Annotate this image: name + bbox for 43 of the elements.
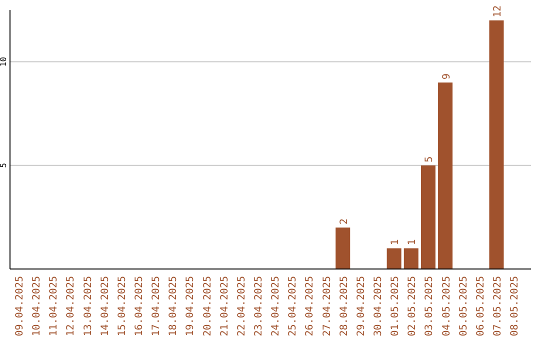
x-tick-label: 06.05.2025 xyxy=(475,276,486,336)
x-tick-label: 29.04.2025 xyxy=(356,276,367,336)
x-tick-label: 07.05.2025 xyxy=(492,276,504,336)
x-tick-label: 09.04.2025 xyxy=(14,276,26,336)
x-tick-label: 02.05.2025 xyxy=(407,276,418,336)
bar xyxy=(386,248,402,269)
x-tick-label: 19.04.2025 xyxy=(185,276,196,336)
data-label: 5 xyxy=(424,156,436,162)
x-tick-label: 04.05.2025 xyxy=(441,276,452,336)
x-tick-label: 14.04.2025 xyxy=(100,276,111,336)
x-tick-label: 25.04.2025 xyxy=(288,276,299,336)
x-tick-label: 11.04.2025 xyxy=(48,276,60,336)
x-tick-label: 20.04.2025 xyxy=(202,276,214,336)
bar xyxy=(336,228,350,269)
x-tick-label: 13.04.2025 xyxy=(82,276,94,336)
x-tick-label: 12.04.2025 xyxy=(66,276,77,336)
x-tick-label: 10.04.2025 xyxy=(32,276,43,336)
x-tick-label: 30.04.2025 xyxy=(373,276,384,336)
x-tick-label: 26.04.2025 xyxy=(304,276,316,336)
data-label: 9 xyxy=(441,73,452,80)
bar xyxy=(420,165,436,269)
x-tick-label: 28.04.2025 xyxy=(338,276,350,336)
bar xyxy=(438,82,453,269)
data-label: 1 xyxy=(390,239,402,246)
data-label: 12 xyxy=(492,5,504,18)
x-tick-label: 03.05.2025 xyxy=(424,276,436,336)
x-tick-label: 17.04.2025 xyxy=(151,276,162,336)
x-tick-label: 24.04.2025 xyxy=(270,276,282,336)
data-label: 1 xyxy=(407,239,418,246)
x-tick-label: 15.04.2025 xyxy=(116,276,128,336)
data-label: 2 xyxy=(338,218,350,225)
x-tick-label: 05.05.2025 xyxy=(458,276,470,336)
x-tick-label: 21.04.2025 xyxy=(219,276,230,336)
x-tick-label: 23.04.2025 xyxy=(254,276,265,336)
x-tick-label: 27.04.2025 xyxy=(322,276,333,336)
x-tick-label: 08.05.2025 xyxy=(510,276,521,336)
bar xyxy=(404,248,418,269)
x-tick-label: 01.05.2025 xyxy=(390,276,402,336)
x-tick-label: 22.04.2025 xyxy=(236,276,248,336)
x-tick-label: 18.04.2025 xyxy=(168,276,180,336)
x-tick-label: 16.04.2025 xyxy=(134,276,146,336)
bar xyxy=(489,20,504,269)
y-tick-label: 10 xyxy=(0,56,8,67)
